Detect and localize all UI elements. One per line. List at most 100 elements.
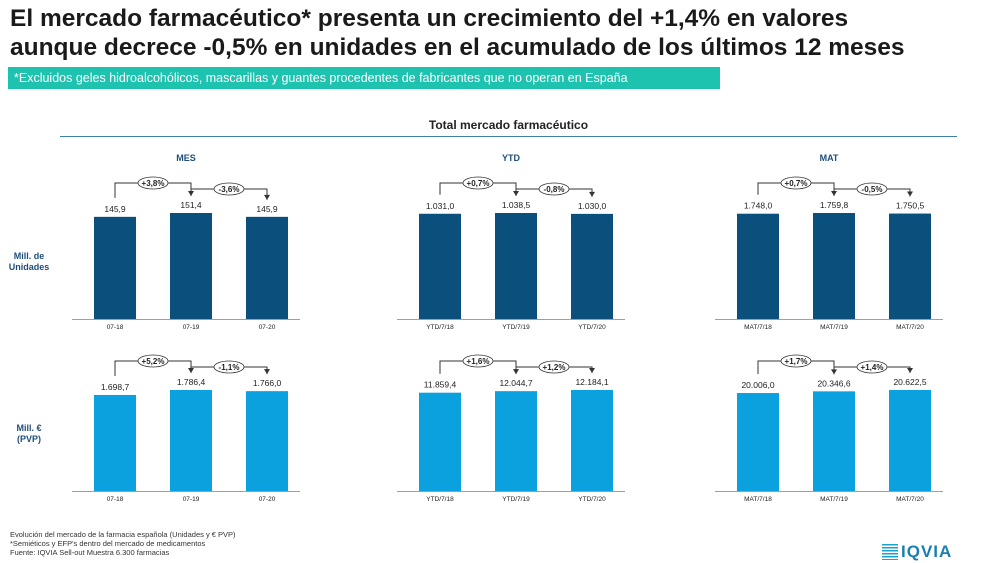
chart-change-arrowhead-3-1 bbox=[264, 369, 270, 375]
chart-change-badge-5-1 bbox=[856, 360, 888, 374]
row-label-units: Mill. de Unidades bbox=[0, 251, 58, 273]
chart-bar-0-1 bbox=[170, 213, 212, 319]
chart-tick-label-2-0: MAT/7/18 bbox=[744, 324, 772, 331]
section-title: Total mercado farmacéutico bbox=[428, 118, 589, 132]
chart-data-label-1-0: 1.031,0 bbox=[426, 201, 455, 211]
chart-tick-label-2-2: MAT/7/20 bbox=[896, 324, 924, 331]
chart-data-label-2-0: 1.748,0 bbox=[744, 201, 773, 211]
chart-tick-label-0-1: 07-19 bbox=[183, 324, 200, 331]
chart-tick-label-3-1: 07-19 bbox=[183, 496, 200, 503]
row-label-values-line-1: Mill. € bbox=[16, 423, 42, 433]
chart-change-label-4-0: +1,6% bbox=[467, 357, 490, 366]
chart-change-label-1-1: -0,8% bbox=[544, 185, 565, 194]
chart-data-label-2-2: 1.750,5 bbox=[896, 201, 925, 211]
chart-tick-label-5-1: MAT/7/19 bbox=[820, 496, 848, 503]
chart-tick-label-4-0: YTD/7/18 bbox=[426, 496, 454, 503]
chart-tick-label-4-2: YTD/7/20 bbox=[578, 496, 606, 503]
chart-data-label-2-1: 1.759,8 bbox=[820, 200, 849, 210]
chart-bar-0-0 bbox=[94, 216, 136, 319]
chart-bar-2-1 bbox=[813, 213, 855, 319]
chart-change-badge-0-0 bbox=[137, 176, 169, 190]
chart-data-label-1-2: 1.030,0 bbox=[578, 201, 607, 211]
chart-bar-5-1 bbox=[813, 391, 855, 491]
chart-change-arrowhead-4-1 bbox=[589, 368, 595, 373]
chart-tick-label-5-2: MAT/7/20 bbox=[896, 496, 924, 503]
chart-data-label-0-0: 145,9 bbox=[104, 204, 126, 214]
chart-data-label-3-0: 1.698,7 bbox=[101, 382, 130, 392]
chart-bar-2-0 bbox=[737, 213, 779, 319]
chart-change-label-4-1: +1,2% bbox=[543, 363, 566, 372]
chart-data-label-3-2: 1.766,0 bbox=[253, 378, 282, 388]
chart-change-arrowhead-2-1 bbox=[907, 191, 913, 197]
chart-change-badge-2-0 bbox=[780, 176, 812, 190]
chart-tick-label-3-2: 07-20 bbox=[259, 496, 276, 503]
chart-data-label-4-1: 12.044,7 bbox=[499, 378, 532, 388]
chart-title-0: MES bbox=[176, 153, 196, 163]
chart-tick-label-1-2: YTD/7/20 bbox=[578, 324, 606, 331]
chart-tick-label-0-0: 07-18 bbox=[107, 324, 124, 331]
chart-change-arrowhead-1-1 bbox=[589, 191, 595, 197]
footer-line-1: Evolución del mercado de la farmacia esp… bbox=[10, 530, 236, 539]
chart-data-label-5-0: 20.006,0 bbox=[741, 380, 774, 390]
chart-change-badge-2-1 bbox=[856, 182, 888, 196]
chart-tick-label-2-1: MAT/7/19 bbox=[820, 324, 848, 331]
chart-data-label-4-0: 11.859,4 bbox=[424, 380, 457, 390]
chart-change-label-1-0: +0,7% bbox=[467, 179, 490, 188]
chart-change-arrowhead-5-1 bbox=[907, 368, 913, 373]
chart-change-label-2-1: -0,5% bbox=[862, 185, 883, 194]
chart-change-badge-1-1 bbox=[538, 182, 570, 196]
chart-data-label-3-1: 1.786,4 bbox=[177, 377, 206, 387]
section-divider bbox=[60, 136, 957, 137]
chart-change-badge-4-1 bbox=[538, 360, 570, 374]
chart-bar-1-0 bbox=[419, 213, 461, 319]
chart-data-label-0-2: 145,9 bbox=[256, 204, 278, 214]
chart-change-label-2-0: +0,7% bbox=[785, 179, 808, 188]
chart-bar-3-0 bbox=[94, 394, 136, 491]
chart-change-label-0-0: +3,8% bbox=[142, 179, 165, 188]
row-label-values: Mill. € (PVP) bbox=[0, 423, 58, 445]
chart-data-label-1-1: 1.038,5 bbox=[502, 200, 531, 210]
chart-bar-1-1 bbox=[495, 213, 537, 319]
chart-bar-1-2 bbox=[571, 213, 613, 319]
chart-title-2: MAT bbox=[820, 153, 839, 163]
iqvia-logo-text: IQVIA bbox=[901, 542, 953, 561]
chart-tick-label-0-2: 07-20 bbox=[259, 324, 276, 331]
chart-change-badge-3-0 bbox=[137, 354, 169, 368]
chart-data-label-5-2: 20.622,5 bbox=[893, 377, 926, 387]
chart-bar-5-0 bbox=[737, 393, 779, 491]
page-title-line-2: aunque decrece -0,5% en unidades en el a… bbox=[10, 34, 905, 61]
chart-bar-3-2 bbox=[246, 391, 288, 491]
chart-tick-label-5-0: MAT/7/18 bbox=[744, 496, 772, 503]
chart-change-label-5-0: +1,7% bbox=[785, 357, 808, 366]
row-label-values-line-2: (PVP) bbox=[16, 434, 41, 444]
iqvia-logo: IQVIA bbox=[882, 543, 952, 561]
footer-notes: Evolución del mercado de la farmacia esp… bbox=[10, 530, 236, 557]
chart-bar-4-1 bbox=[495, 391, 537, 491]
chart-tick-label-1-1: YTD/7/19 bbox=[502, 324, 530, 331]
chart-bar-2-2 bbox=[889, 213, 931, 319]
chart-change-arrowhead-0-1 bbox=[264, 194, 270, 200]
chart-change-label-3-0: +5,2% bbox=[142, 357, 165, 366]
row-label-units-line-1: Mill. de bbox=[13, 251, 45, 261]
chart-data-label-0-1: 151,4 bbox=[180, 200, 202, 210]
chart-bar-5-2 bbox=[889, 390, 931, 491]
chart-change-label-5-1: +1,4% bbox=[861, 363, 884, 372]
page-title: El mercado farmacéutico* presenta un cre… bbox=[10, 4, 995, 62]
footer-line-3: Fuente: IQVIA Sell-out Muestra 6.300 far… bbox=[10, 548, 170, 557]
chart-change-badge-4-0 bbox=[462, 354, 494, 368]
chart-bar-4-0 bbox=[419, 392, 461, 491]
chart-data-label-5-1: 20.346,6 bbox=[817, 378, 850, 388]
chart-tick-label-3-0: 07-18 bbox=[107, 496, 124, 503]
chart-bar-4-2 bbox=[571, 390, 613, 491]
chart-change-badge-1-0 bbox=[462, 176, 494, 190]
row-label-units-line-2: Unidades bbox=[8, 262, 50, 272]
chart-tick-label-1-0: YTD/7/18 bbox=[426, 324, 454, 331]
chart-change-label-3-1: -1,1% bbox=[219, 363, 240, 372]
chart-change-badge-5-0 bbox=[780, 354, 812, 368]
chart-change-label-0-1: -3,6% bbox=[219, 185, 240, 194]
exclusion-banner: *Excluidos geles hidroalcohólicos, masca… bbox=[8, 67, 720, 89]
chart-data-label-4-2: 12.184,1 bbox=[575, 377, 608, 387]
chart-change-badge-0-1 bbox=[213, 182, 245, 196]
chart-bar-0-2 bbox=[246, 216, 288, 319]
chart-bar-3-1 bbox=[170, 390, 212, 491]
